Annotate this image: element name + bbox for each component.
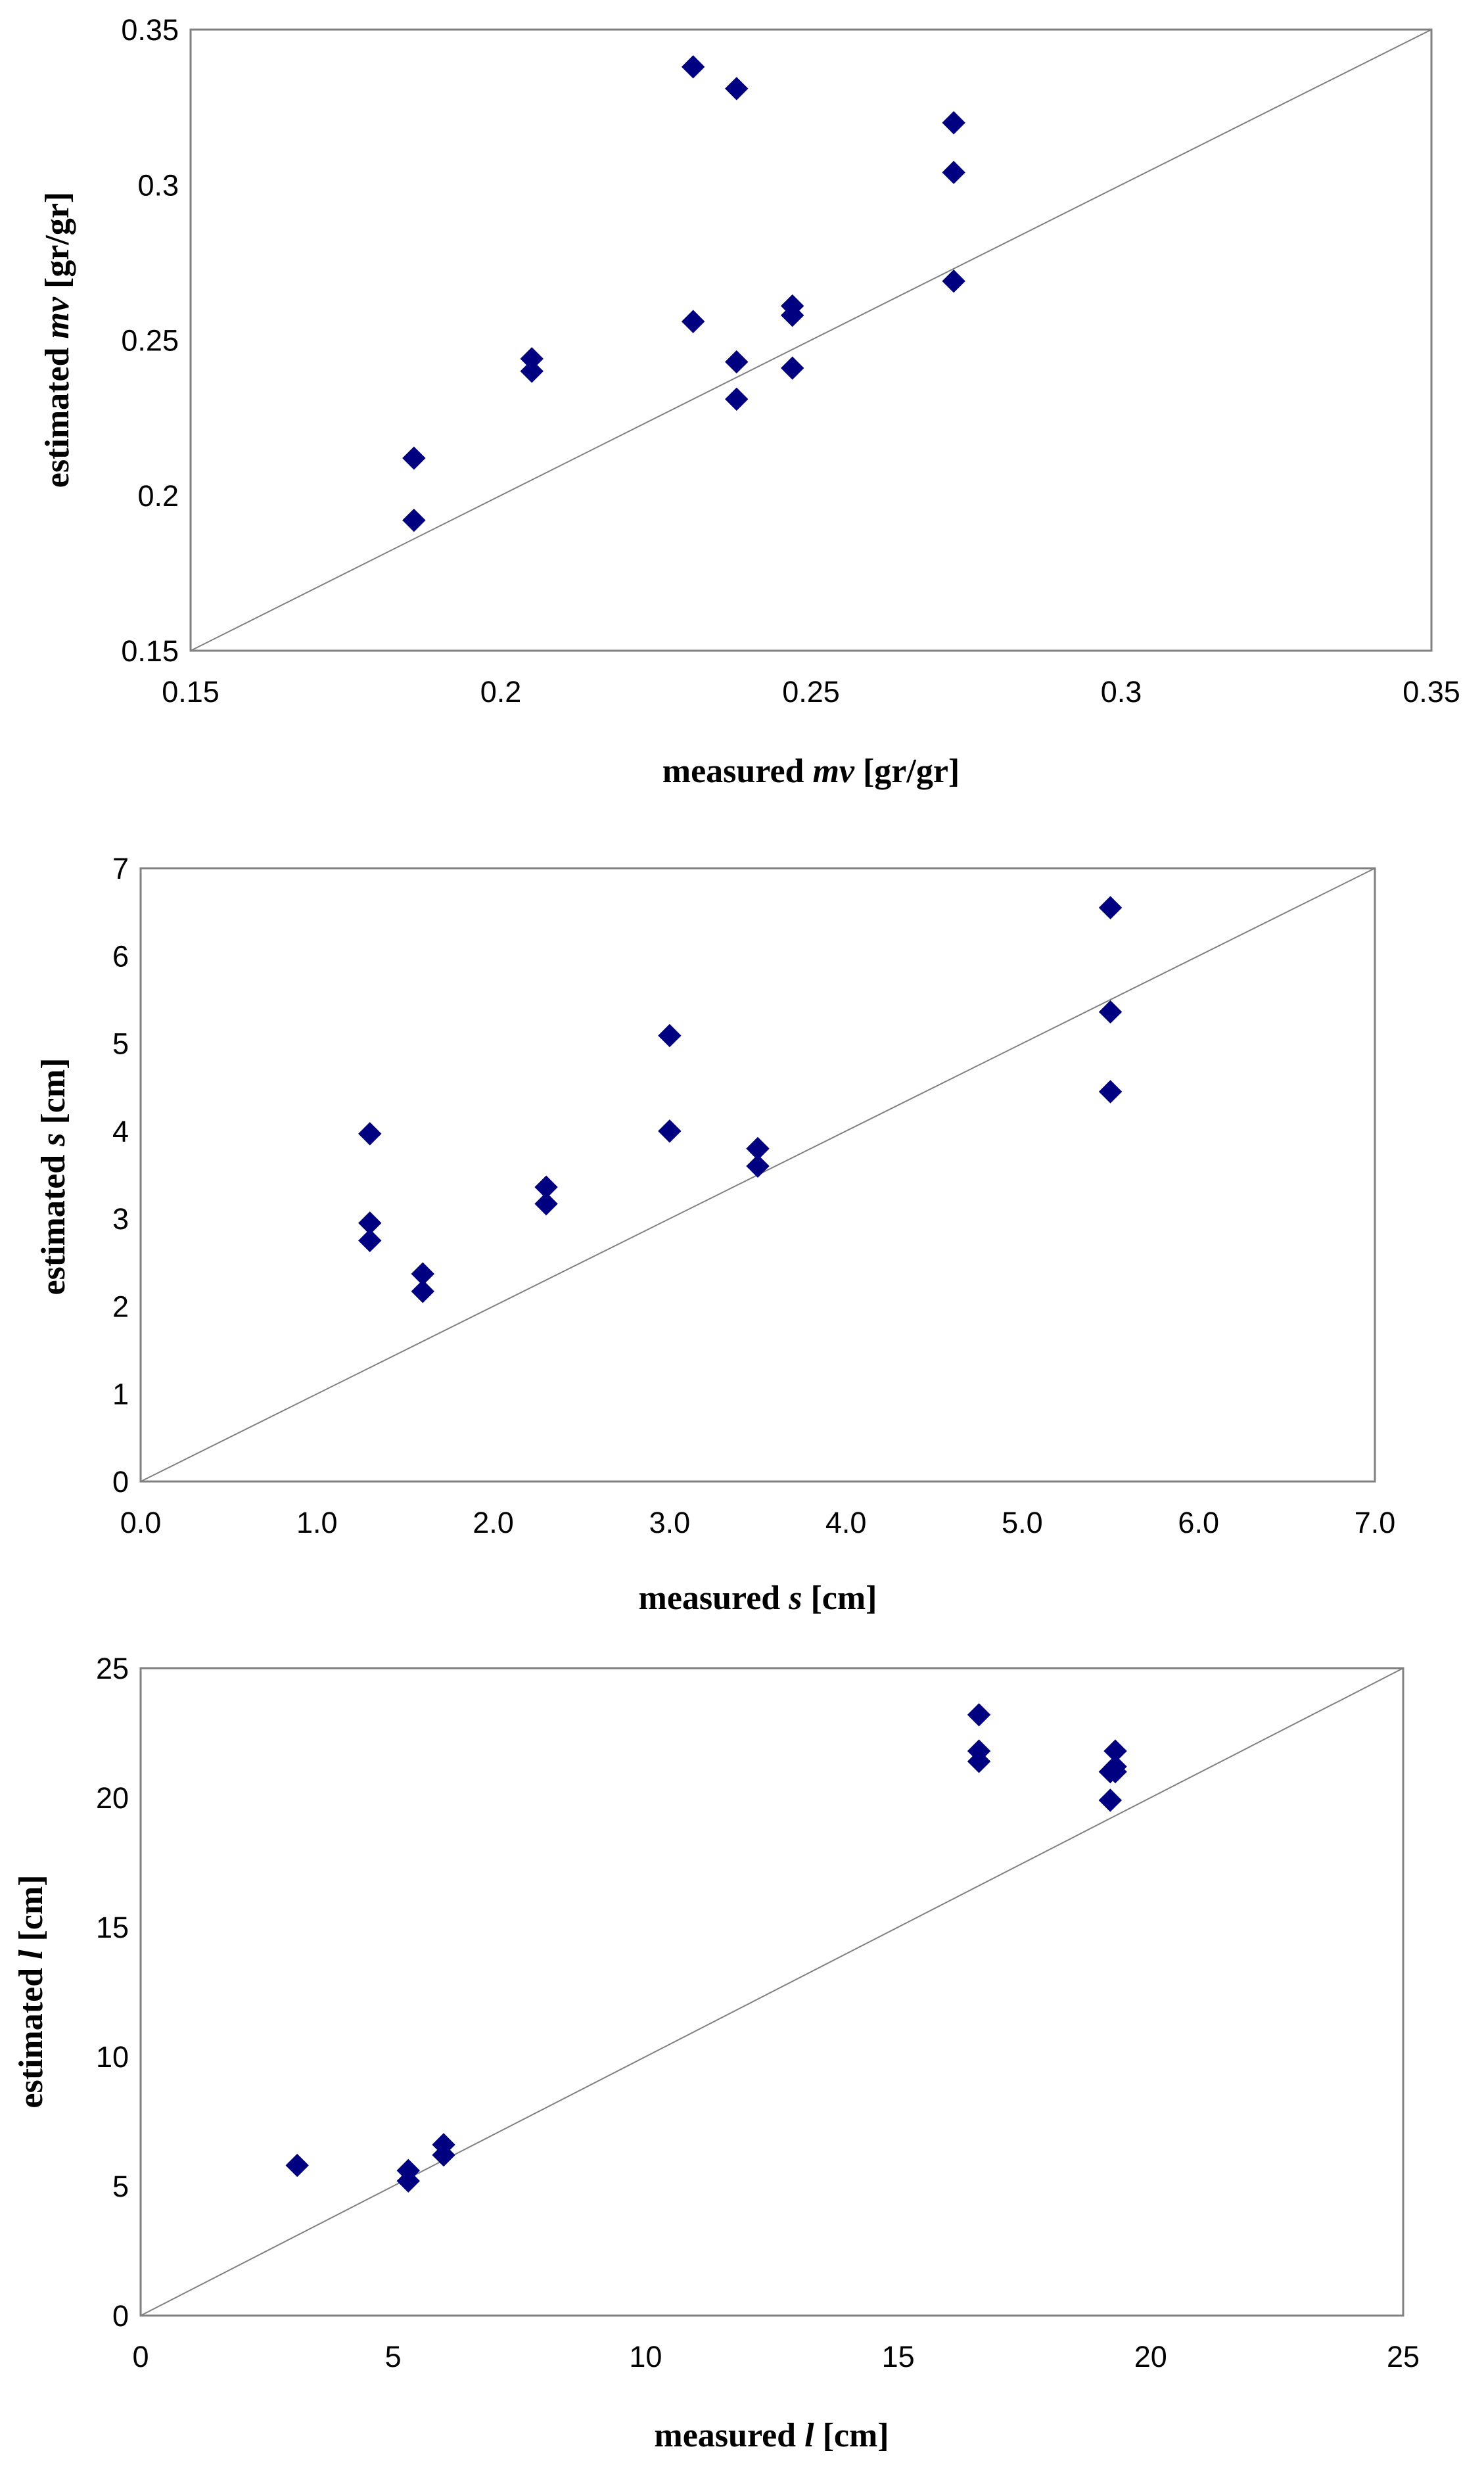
- y-tick-label: 2: [112, 1290, 129, 1323]
- x-tick-label: 2.0: [473, 1506, 514, 1539]
- data-point: [396, 2169, 420, 2193]
- y-tick-labels: 0 1 2 3 4 5 6 7: [112, 852, 129, 1499]
- data-point: [658, 1119, 682, 1143]
- data-points: [358, 896, 1123, 1303]
- data-point: [358, 1122, 382, 1146]
- x-tick-label: 0.0: [120, 1506, 162, 1539]
- data-point: [358, 1228, 382, 1253]
- x-tick-label: 4.0: [825, 1506, 867, 1539]
- x-axis-title: measured mv [gr/gr]: [662, 753, 960, 790]
- y-tick-label: 5: [112, 2170, 129, 2203]
- x-axis-title: measured s [cm]: [639, 1579, 877, 1617]
- y-tick-labels: 0.15 0.2 0.25 0.3 0.35: [121, 13, 179, 668]
- data-point: [681, 55, 705, 79]
- data-points: [285, 1703, 1127, 2193]
- data-point: [1098, 1080, 1123, 1104]
- x-tick-label: 10: [629, 2340, 662, 2373]
- y-tick-label: 0.3: [137, 168, 179, 202]
- data-point: [681, 310, 705, 333]
- chart-s: 0 1 2 3 4 5 6 7 0.0 1.0 2.0 3.0 4.0 5.0 6.0 7.0 measur…: [35, 852, 1395, 1617]
- data-point: [285, 2153, 309, 2178]
- y-tick-label: 7: [112, 852, 129, 885]
- data-point: [725, 350, 749, 374]
- y-axis-title: estimated l [cm]: [12, 1875, 50, 2108]
- x-tick-label: 0.3: [1101, 675, 1142, 709]
- data-point: [402, 446, 426, 470]
- y-tick-label: 0.15: [121, 634, 179, 668]
- data-point: [942, 160, 965, 185]
- y-tick-label: 10: [96, 2040, 129, 2074]
- y-tick-label: 0: [112, 1465, 129, 1499]
- chart-mv: 0.15 0.2 0.25 0.3 0.35 0.15 0.2 0.25 0.3 0.35 me…: [39, 13, 1460, 790]
- x-tick-label: 0: [132, 2340, 149, 2373]
- data-point: [1098, 896, 1123, 920]
- y-tick-label: 6: [112, 939, 129, 973]
- x-tick-label: 0.35: [1403, 675, 1460, 709]
- x-tick-label: 0.15: [162, 675, 220, 709]
- y-tick-label: 5: [112, 1027, 129, 1061]
- data-point: [1098, 1000, 1123, 1024]
- data-point: [411, 1280, 434, 1303]
- data-point: [780, 303, 804, 327]
- y-tick-label: 4: [112, 1115, 129, 1148]
- y-tick-label: 3: [112, 1202, 129, 1236]
- y-tick-label: 1: [112, 1378, 129, 1411]
- y-axis-title: estimated s [cm]: [35, 1058, 72, 1295]
- data-point: [520, 360, 544, 383]
- one-to-one-line: [140, 1668, 1404, 2316]
- x-tick-label: 15: [882, 2340, 915, 2373]
- x-tick-labels: 0 5 10 15 20 25: [132, 2340, 1420, 2373]
- y-tick-label: 25: [96, 1652, 129, 1685]
- data-point: [534, 1192, 558, 1216]
- y-tick-label: 20: [96, 1781, 129, 1815]
- x-tick-labels: 0.15 0.2 0.25 0.3 0.35: [162, 675, 1460, 709]
- data-point: [432, 2143, 455, 2167]
- y-axis-title: estimated mv [gr/gr]: [39, 192, 76, 488]
- data-point: [402, 508, 426, 532]
- data-point: [942, 111, 965, 135]
- y-tick-label: 0: [112, 2299, 129, 2333]
- data-point: [1098, 1788, 1123, 1812]
- x-tick-label: 6.0: [1178, 1506, 1219, 1539]
- data-points: [402, 55, 965, 532]
- x-axis-title: measured l [cm]: [654, 2417, 889, 2454]
- x-tick-label: 3.0: [649, 1506, 691, 1539]
- data-point: [967, 1703, 991, 1727]
- x-tick-label: 25: [1387, 2340, 1420, 2373]
- y-tick-label: 0.35: [121, 13, 179, 47]
- one-to-one-line: [190, 29, 1432, 651]
- y-tick-labels: 0 5 10 15 20 25: [96, 1652, 129, 2333]
- data-point: [658, 1023, 682, 1048]
- y-tick-label: 15: [96, 1911, 129, 1944]
- data-point: [746, 1154, 770, 1178]
- x-tick-label: 5.0: [1002, 1506, 1043, 1539]
- data-point: [942, 269, 965, 293]
- data-point: [780, 356, 804, 380]
- data-point: [1103, 1760, 1127, 1784]
- data-point: [725, 77, 749, 101]
- data-point: [967, 1750, 991, 1773]
- data-point: [725, 387, 749, 411]
- x-tick-label: 5: [385, 2340, 402, 2373]
- x-tick-label: 1.0: [296, 1506, 338, 1539]
- x-tick-label: 7.0: [1355, 1506, 1396, 1539]
- x-tick-label: 20: [1134, 2340, 1167, 2373]
- x-tick-label: 0.25: [782, 675, 840, 709]
- y-tick-label: 0.25: [121, 324, 179, 358]
- chart-l: 0 5 10 15 20 25 0 5 10 15 20 25 measured l [cm] es…: [12, 1652, 1420, 2454]
- x-tick-labels: 0.0 1.0 2.0 3.0 4.0 5.0 6.0 7.0: [120, 1506, 1396, 1539]
- y-tick-label: 0.2: [137, 479, 179, 513]
- x-tick-label: 0.2: [480, 675, 522, 709]
